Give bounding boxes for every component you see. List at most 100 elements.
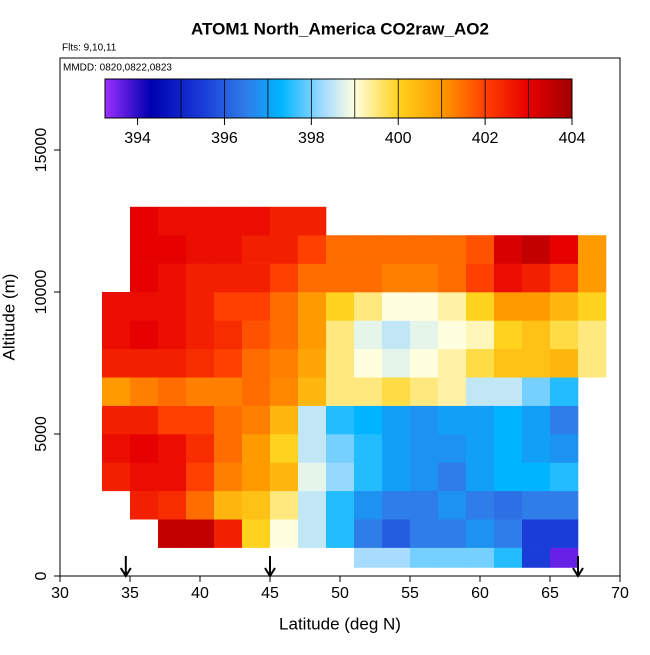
colorbar-strip: [550, 79, 552, 118]
heatmap-cell: [186, 490, 215, 520]
colorbar-strip: [499, 79, 501, 118]
heatmap-cell: [382, 490, 411, 520]
heatmap-cell: [158, 263, 187, 293]
colorbar-strip: [333, 79, 335, 118]
colorbar-strip: [468, 79, 470, 118]
heatmap-cell: [466, 434, 495, 463]
colorbar-strip: [300, 79, 302, 118]
colorbar-strip: [553, 79, 555, 118]
colorbar-strip: [531, 79, 533, 118]
heatmap-cell: [158, 434, 187, 463]
colorbar-strip: [212, 79, 214, 118]
heatmap-cell: [410, 263, 439, 293]
colorbar-strip: [290, 79, 292, 118]
x-tick-label: 60: [471, 585, 489, 602]
colorbar-strip: [192, 79, 194, 118]
colorbar-strip: [435, 79, 437, 118]
colorbar-strip: [128, 79, 130, 118]
colorbar-strip: [339, 79, 341, 118]
colorbar-strip: [167, 79, 169, 118]
colorbar-strip: [236, 79, 238, 118]
colorbar-strip: [501, 79, 503, 118]
colorbar-strip: [265, 79, 267, 118]
colorbar-strip: [506, 79, 508, 118]
colorbar-strip: [557, 79, 559, 118]
colorbar-strip: [154, 79, 156, 118]
heatmap-cell: [158, 377, 187, 406]
colorbar-strip: [368, 79, 370, 118]
heatmap-cell: [130, 292, 159, 321]
colorbar-strip: [117, 79, 119, 118]
colorbar-strip: [294, 79, 296, 118]
heatmap-cell: [298, 377, 327, 406]
heatmap-cell: [466, 462, 495, 492]
colorbar-strip: [173, 79, 175, 118]
colorbar-strip: [317, 79, 319, 118]
x-axis-label: Latitude (deg N): [279, 614, 401, 633]
colorbar-strip: [472, 79, 474, 118]
heatmap-cell: [550, 462, 579, 492]
heatmap-cell: [382, 320, 411, 350]
colorbar-strip: [478, 79, 480, 118]
colorbar-strip: [148, 79, 150, 118]
colorbar-strip: [161, 79, 163, 118]
heatmap-cell: [158, 405, 187, 435]
colorbar-strip: [237, 79, 239, 118]
colorbar-strip: [227, 79, 229, 118]
heatmap-cell: [578, 292, 607, 321]
colorbar-strip: [431, 79, 433, 118]
heatmap-cell: [410, 377, 439, 406]
colorbar-strip: [392, 79, 394, 118]
heatmap-cell: [214, 490, 243, 520]
colorbar-strip: [218, 79, 220, 118]
colorbar-strip: [234, 79, 236, 118]
heatmap-cell: [522, 434, 551, 463]
heatmap-cell: [298, 405, 327, 435]
heatmap-cell: [214, 263, 243, 293]
heatmap-cell: [186, 320, 215, 350]
colorbar-strip: [249, 79, 251, 118]
colorbar-strip: [440, 79, 442, 118]
heatmap-cell: [354, 462, 383, 492]
colorbar-strip: [231, 79, 233, 118]
colorbar-strip: [387, 79, 389, 118]
colorbar-strip: [328, 79, 330, 118]
heatmap-cell: [494, 519, 523, 548]
colorbar-strip: [139, 79, 141, 118]
heatmap-cell: [326, 348, 355, 378]
colorbar-strip: [386, 79, 388, 118]
colorbar-strip: [270, 79, 272, 118]
colorbar-strip: [446, 79, 448, 118]
colorbar-strip: [456, 79, 458, 118]
colorbar-strip: [314, 79, 316, 118]
colorbar-strip: [526, 79, 528, 118]
colorbar-strip: [287, 79, 289, 118]
colorbar-tick-label: 396: [211, 130, 238, 147]
colorbar-strip: [448, 79, 450, 118]
colorbar-strip: [461, 79, 463, 118]
heatmap-cell: [438, 292, 467, 321]
colorbar-strip: [108, 79, 110, 118]
heatmap-cell: [242, 519, 271, 548]
colorbar-strip: [331, 79, 333, 118]
heatmap-cell: [214, 206, 243, 236]
heatmap-cell: [522, 235, 551, 264]
colorbar-strip: [268, 79, 270, 118]
colorbar-strip: [543, 79, 545, 118]
colorbar-strip: [369, 79, 371, 118]
colorbar-strip: [132, 79, 134, 118]
colorbar-strip: [384, 79, 386, 118]
colorbar-strip: [159, 79, 161, 118]
colorbar-strip: [299, 79, 301, 118]
colorbar-strip: [474, 79, 476, 118]
colorbar-strip: [467, 79, 469, 118]
heatmap-cell: [298, 235, 327, 264]
note: Flts: 9,10,11: [62, 43, 117, 54]
heatmap-cell: [102, 434, 131, 463]
colorbar-strip: [138, 79, 140, 118]
colorbar-strip: [426, 79, 428, 118]
colorbar-strip: [113, 79, 115, 118]
colorbar-strip: [304, 79, 306, 118]
heatmap-cell: [438, 235, 467, 264]
colorbar-strip: [418, 79, 420, 118]
